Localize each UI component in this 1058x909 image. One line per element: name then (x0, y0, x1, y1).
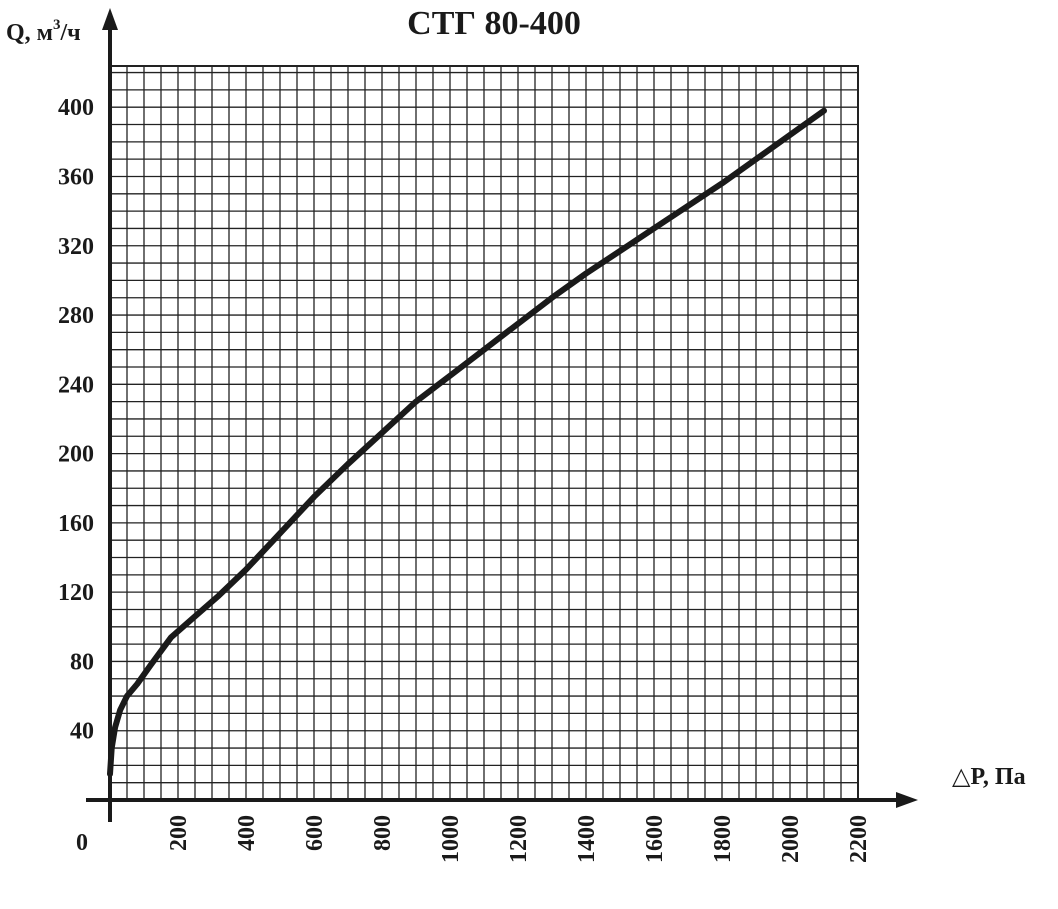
x-tick-label: 1800 (710, 815, 736, 863)
y-tick-label: 40 (70, 719, 94, 745)
y-tick-label: 360 (58, 164, 94, 190)
x-tick-label: 1200 (506, 815, 532, 863)
grid (109, 65, 859, 801)
x-tick-label: 1600 (642, 815, 668, 863)
x-tick-label: 600 (302, 815, 328, 851)
x-axis-arrow (896, 792, 918, 808)
y-axis-label: Q, м3/ч (6, 17, 81, 46)
x-tick-label: 400 (234, 815, 260, 851)
series-line (107, 107, 827, 777)
x-tick-label: 1400 (574, 815, 600, 863)
y-axis-label-tail: /ч (60, 20, 81, 46)
y-tick-label: 320 (58, 234, 94, 260)
x-tick-label: 800 (370, 815, 396, 851)
x-axis-label: △P, Па (952, 764, 1026, 790)
y-axis-label-main: Q, м (6, 20, 53, 46)
origin-label: 0 (76, 830, 88, 856)
y-tick-label: 280 (58, 303, 94, 329)
y-tick-label: 400 (58, 95, 94, 121)
y-axis-arrow (102, 8, 118, 30)
y-tick-label: 120 (58, 580, 94, 606)
x-tick-label: 1000 (438, 815, 464, 863)
y-axis-label-sup: 3 (53, 17, 61, 33)
x-tick-label: 2200 (846, 815, 872, 863)
y-tick-label: 240 (58, 372, 94, 398)
tick-labels: 40 80 120 160 200 240 280 320 360 400 200 400 600 800… (58, 95, 872, 863)
chart-title: СТГ 80-400 (407, 5, 581, 42)
y-tick-label: 200 (58, 442, 94, 468)
series-group (107, 107, 827, 777)
axes (86, 8, 918, 822)
y-tick-label: 80 (70, 649, 94, 675)
x-tick-label: 2000 (778, 815, 804, 863)
y-tick-label: 160 (58, 511, 94, 537)
x-tick-label: 200 (166, 815, 192, 851)
